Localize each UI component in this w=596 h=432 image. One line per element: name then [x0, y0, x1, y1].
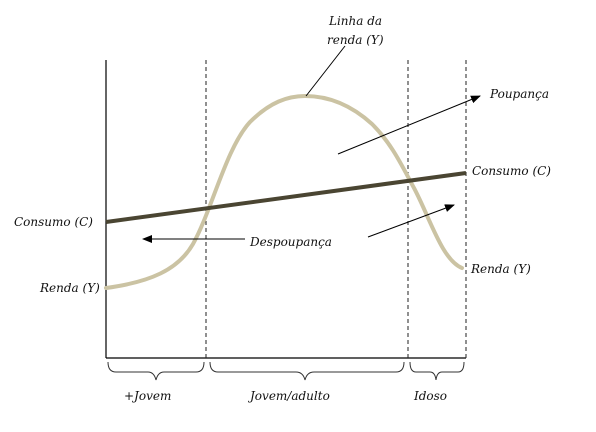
income-line-leader: [305, 45, 346, 97]
phase-brace-young: [107, 361, 205, 381]
phase-brace-adult: [209, 361, 405, 381]
phase-brace-old: [409, 361, 465, 381]
consumption-line: [105, 171, 467, 224]
savings-arrow: [337, 95, 481, 155]
income-line-label-line1: Linha da: [328, 14, 382, 28]
income-curve: [104, 93, 464, 290]
phase-label-adult: Jovem/adulto: [247, 389, 330, 403]
savings-label: Poupança: [489, 87, 549, 101]
income-label-left: Renda (Y): [39, 281, 100, 295]
consumption-label-left: Consumo (C): [14, 215, 93, 229]
consumption-label-right: Consumo (C): [472, 164, 551, 178]
income-line-label-line2: renda (Y): [327, 33, 384, 47]
phase-label-young: +Jovem: [124, 389, 171, 403]
phase-label-old: Idoso: [413, 389, 447, 403]
dissaving-label: Despoupança: [249, 235, 332, 249]
income-label-right: Renda (Y): [470, 262, 531, 276]
old-age-dissaving-arrow: [367, 204, 455, 238]
